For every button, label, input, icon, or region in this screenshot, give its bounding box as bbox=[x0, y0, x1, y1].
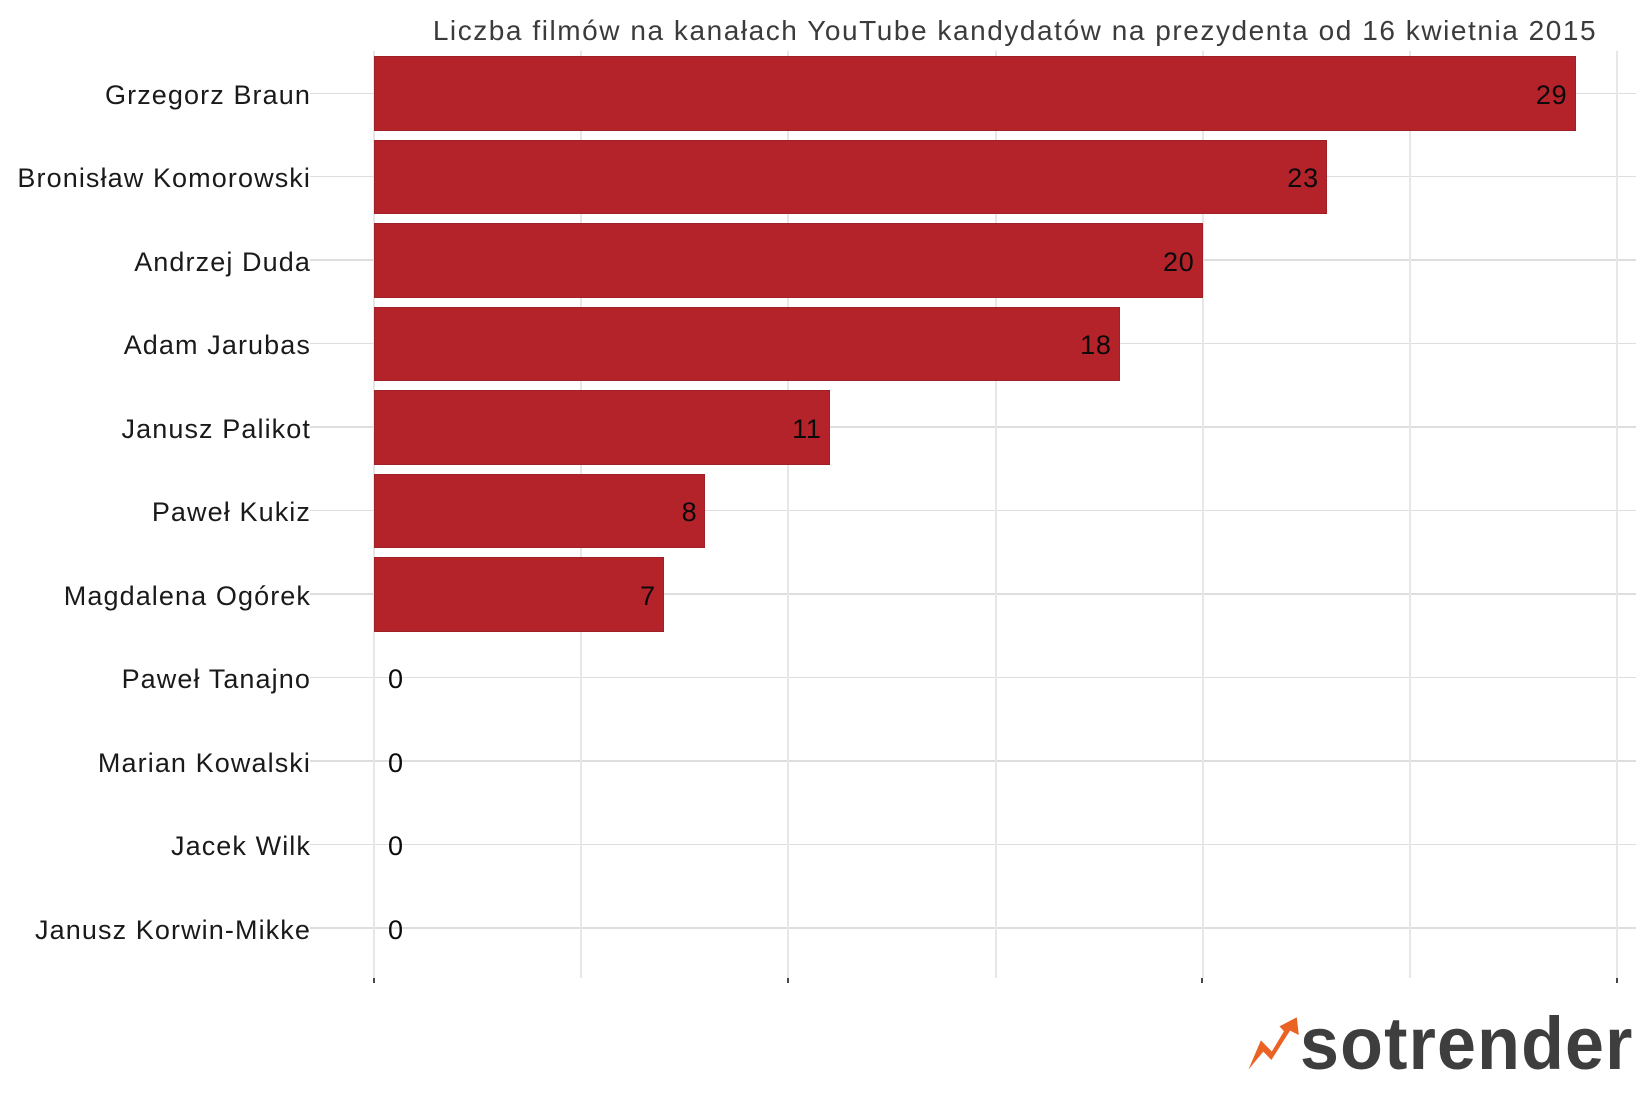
svg-text:sotrender: sotrender bbox=[1300, 1003, 1634, 1085]
